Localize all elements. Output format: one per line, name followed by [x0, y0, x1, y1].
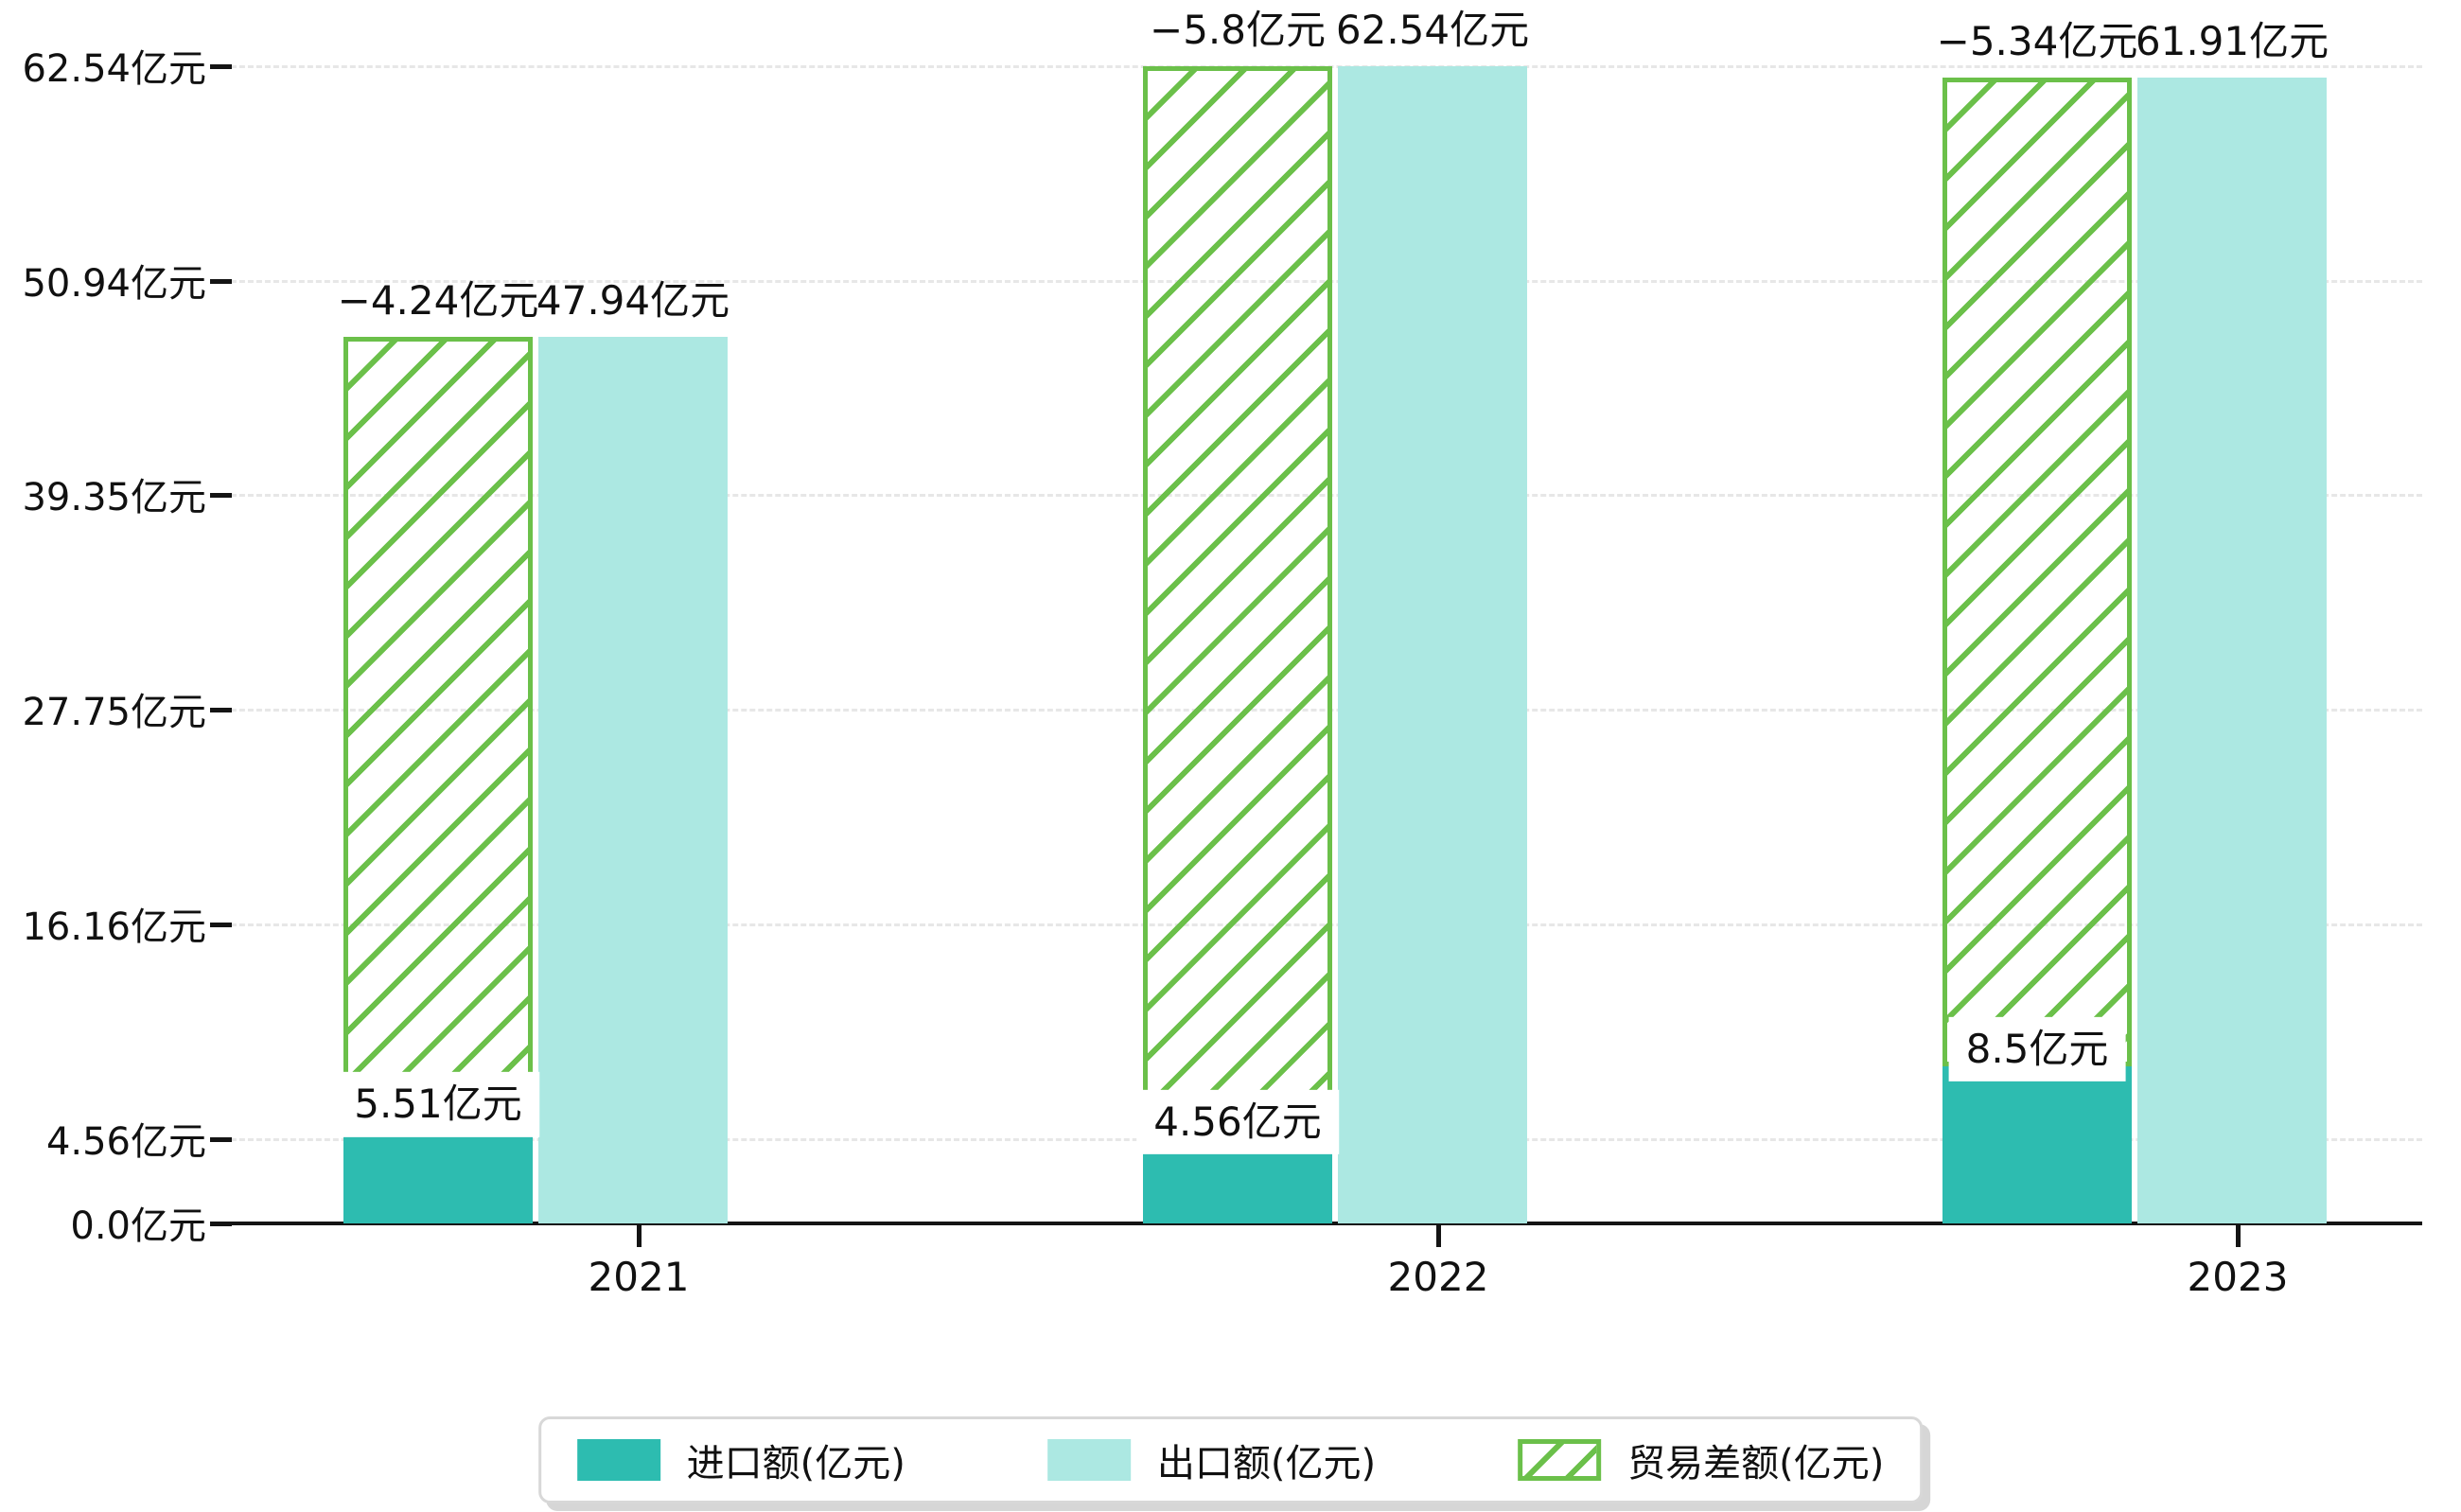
- x-tick-icon: [637, 1225, 642, 1247]
- x-category-label: 2021: [588, 1254, 690, 1300]
- y-tick-icon: [210, 278, 232, 284]
- y-tick-icon: [210, 64, 232, 69]
- import-value-label: 5.51亿元: [337, 1072, 539, 1137]
- x-category-label: 2023: [2187, 1254, 2289, 1300]
- x-tick-icon: [1436, 1225, 1441, 1247]
- y-tick-label: 50.94亿元: [22, 261, 206, 306]
- y-tick-label: 4.56亿元: [45, 1119, 206, 1164]
- import-value-label: 8.5亿元: [1948, 1016, 2126, 1081]
- legend-item-balance: 贸易差额(亿元): [1518, 1433, 1884, 1487]
- export-value-label: 47.94亿元: [536, 276, 730, 324]
- legend: 进口额(亿元) 出口额(亿元) 贸易差额(亿元): [537, 1416, 1924, 1503]
- x-axis-line: [210, 1222, 2422, 1225]
- import-bar-2021: [343, 1121, 533, 1223]
- x-tick-icon: [2236, 1225, 2241, 1247]
- balance-bar-2022: [1143, 66, 1332, 1139]
- balance-hatch-swatch-icon: [1518, 1439, 1602, 1481]
- import-value-label: 4.56亿元: [1136, 1089, 1339, 1154]
- legend-label-import: 进口额(亿元): [686, 1442, 905, 1486]
- legend-item-export: 出口额(亿元): [1046, 1433, 1377, 1487]
- export-bar-2021: [538, 336, 728, 1223]
- y-tick-icon: [210, 922, 232, 927]
- balance-value-label: −5.34亿元: [1936, 18, 2138, 65]
- y-tick-label: 0.0亿元: [70, 1204, 206, 1248]
- balance-bar-2023: [1942, 78, 2132, 1066]
- export-value-label: 61.91亿元: [2135, 18, 2329, 65]
- legend-label-export: 出口额(亿元): [1156, 1442, 1377, 1486]
- balance-bar-2021: [343, 336, 533, 1122]
- export-bar-2023: [2137, 78, 2327, 1223]
- y-tick-icon: [210, 1136, 232, 1142]
- export-bar-2022: [1338, 66, 1527, 1223]
- y-tick-icon: [210, 708, 232, 713]
- balance-value-label: −5.8亿元: [1150, 7, 1326, 53]
- x-category-label: 2022: [1387, 1254, 1489, 1300]
- import-swatch-icon: [576, 1439, 660, 1481]
- y-tick-label: 39.35亿元: [22, 476, 206, 520]
- y-tick-label: 27.75亿元: [22, 691, 206, 735]
- export-value-label: 62.54亿元: [1335, 7, 1530, 53]
- y-tick-icon: [210, 493, 232, 499]
- balance-value-label: −4.24亿元: [337, 276, 539, 324]
- legend-item-import: 进口额(亿元): [576, 1433, 905, 1487]
- y-tick-label: 16.16亿元: [22, 905, 206, 949]
- export-swatch-icon: [1046, 1439, 1131, 1481]
- y-tick-label: 62.54亿元: [22, 46, 206, 91]
- legend-label-balance: 贸易差额(亿元): [1627, 1442, 1885, 1486]
- import-bar-2023: [1942, 1065, 2132, 1223]
